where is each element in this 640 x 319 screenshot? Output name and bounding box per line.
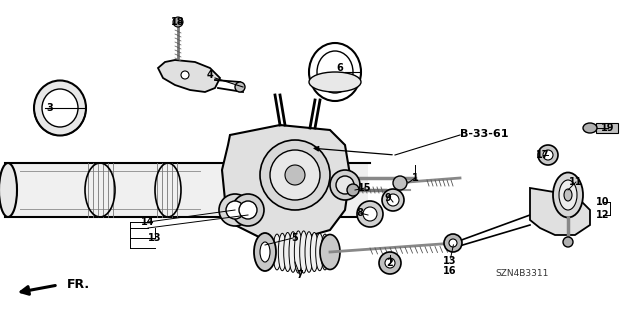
Ellipse shape xyxy=(357,201,383,227)
Ellipse shape xyxy=(330,170,360,200)
Ellipse shape xyxy=(181,71,189,79)
Ellipse shape xyxy=(285,165,305,185)
Ellipse shape xyxy=(254,233,276,271)
Text: 8: 8 xyxy=(356,208,364,218)
Polygon shape xyxy=(530,188,590,235)
Bar xyxy=(596,123,618,133)
Ellipse shape xyxy=(232,194,264,226)
Ellipse shape xyxy=(379,252,401,274)
Ellipse shape xyxy=(260,242,270,262)
Ellipse shape xyxy=(321,234,329,270)
Ellipse shape xyxy=(393,176,407,190)
Text: FR.: FR. xyxy=(67,278,90,292)
Text: 13: 13 xyxy=(444,256,457,266)
Ellipse shape xyxy=(309,72,361,92)
Text: 10: 10 xyxy=(596,197,610,207)
Text: 7: 7 xyxy=(296,270,303,280)
Ellipse shape xyxy=(336,176,354,194)
Polygon shape xyxy=(222,125,350,240)
Ellipse shape xyxy=(310,233,318,271)
Ellipse shape xyxy=(42,89,78,127)
Ellipse shape xyxy=(294,231,302,273)
Polygon shape xyxy=(158,60,220,92)
Text: SZN4B3311: SZN4B3311 xyxy=(495,269,548,278)
Ellipse shape xyxy=(538,145,558,165)
Ellipse shape xyxy=(559,180,577,210)
Ellipse shape xyxy=(278,233,286,271)
Text: 17: 17 xyxy=(536,150,550,160)
Text: 16: 16 xyxy=(444,266,457,276)
Ellipse shape xyxy=(0,163,17,217)
Ellipse shape xyxy=(317,51,353,93)
Text: 6: 6 xyxy=(337,63,344,73)
Ellipse shape xyxy=(387,194,399,206)
Ellipse shape xyxy=(289,232,297,272)
Text: 19: 19 xyxy=(601,123,615,133)
Ellipse shape xyxy=(563,237,573,247)
Text: 15: 15 xyxy=(358,183,372,193)
Text: 5: 5 xyxy=(292,233,298,243)
Text: 4: 4 xyxy=(207,70,213,80)
Text: 14: 14 xyxy=(141,217,155,227)
Ellipse shape xyxy=(583,123,597,133)
Ellipse shape xyxy=(309,43,361,101)
Bar xyxy=(8,163,368,217)
Ellipse shape xyxy=(239,201,257,219)
Text: 11: 11 xyxy=(569,177,583,187)
Ellipse shape xyxy=(316,233,324,271)
Ellipse shape xyxy=(219,194,251,226)
Text: 18: 18 xyxy=(171,17,185,27)
Ellipse shape xyxy=(382,189,404,211)
Text: 3: 3 xyxy=(47,103,53,113)
Ellipse shape xyxy=(260,140,330,210)
Ellipse shape xyxy=(235,82,245,92)
Ellipse shape xyxy=(553,173,583,218)
Ellipse shape xyxy=(347,184,359,196)
Ellipse shape xyxy=(300,231,308,273)
Ellipse shape xyxy=(564,189,572,201)
Text: 9: 9 xyxy=(385,193,392,203)
Ellipse shape xyxy=(449,239,457,247)
Ellipse shape xyxy=(320,234,340,270)
Ellipse shape xyxy=(363,207,377,221)
Text: 12: 12 xyxy=(596,210,610,220)
Text: 13: 13 xyxy=(148,233,162,243)
Ellipse shape xyxy=(273,234,281,270)
Text: 1: 1 xyxy=(412,173,419,183)
Ellipse shape xyxy=(173,17,183,27)
Ellipse shape xyxy=(305,232,313,272)
Ellipse shape xyxy=(34,80,86,136)
Text: 2: 2 xyxy=(387,258,394,268)
Text: B-33-61: B-33-61 xyxy=(460,129,509,139)
Ellipse shape xyxy=(284,233,292,271)
Ellipse shape xyxy=(543,150,553,160)
Ellipse shape xyxy=(270,150,320,200)
Ellipse shape xyxy=(226,201,244,219)
Ellipse shape xyxy=(444,234,462,252)
Ellipse shape xyxy=(385,258,395,268)
